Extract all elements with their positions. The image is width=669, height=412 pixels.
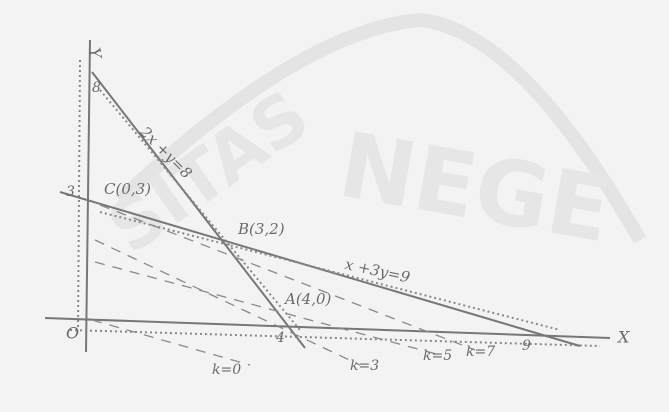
level-label: k=0 — [212, 362, 241, 378]
constraint-hatch — [99, 211, 561, 331]
point-label: C(0,3) — [104, 180, 151, 198]
level-line — [99, 204, 476, 351]
x-hatch — [69, 329, 601, 347]
y-axis — [85, 39, 91, 353]
x-axis — [44, 317, 611, 339]
y-hatch — [77, 59, 81, 331]
constraint-line — [59, 191, 581, 347]
level-label: k=3 — [350, 358, 379, 374]
x-tick-label: 9 — [522, 338, 531, 354]
origin-label: O — [66, 324, 79, 343]
watermark-arc — [115, 12, 647, 244]
constraint-line — [91, 71, 306, 349]
level-line — [94, 239, 361, 366]
x-tick-label: 4 — [275, 330, 285, 346]
level-label: k=7 — [466, 344, 495, 360]
level-label: k=5 — [423, 348, 452, 364]
point-label: A(4,0) — [283, 290, 332, 308]
level-line — [91, 319, 251, 366]
y-tick-label: 8 — [92, 80, 101, 96]
x-axis-label: X — [616, 328, 630, 347]
point-label: B(3,2) — [237, 220, 285, 238]
constraint-hatch — [99, 89, 301, 331]
y-tick-label: 3 — [66, 184, 75, 200]
level-line — [94, 261, 441, 356]
